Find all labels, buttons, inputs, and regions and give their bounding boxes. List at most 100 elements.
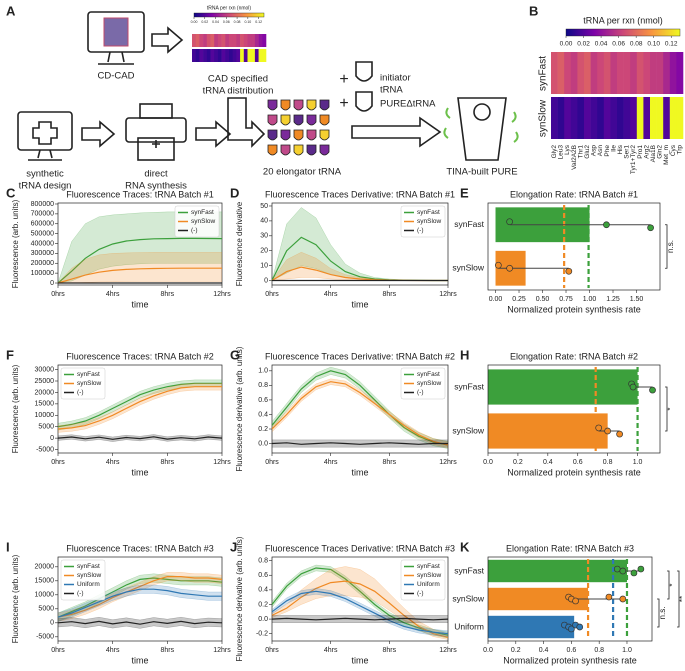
label: 20 elongator tRNA — [263, 167, 342, 178]
y-tick-label: 10000 — [35, 592, 55, 599]
heat-cell — [225, 49, 230, 62]
heat-cell — [243, 34, 248, 47]
y-tick-label: 20000 — [35, 564, 55, 571]
y-tick-label: 5000 — [38, 424, 54, 431]
axes-frame — [57, 364, 223, 454]
panel-letter: J — [230, 539, 237, 554]
y-tick-label: 0 — [50, 435, 54, 442]
y-tick-label: 0 — [50, 280, 54, 287]
data-point — [649, 386, 656, 394]
x-tick-label: 4hrs — [324, 647, 338, 654]
band — [58, 379, 222, 431]
heat-cell — [656, 97, 664, 139]
series-line — [57, 267, 222, 284]
x-tick-label: 1.25 — [606, 296, 620, 303]
x-tick-label: 0.2 — [513, 459, 523, 466]
series-line — [57, 386, 222, 430]
heat-cell — [630, 52, 638, 94]
legend-label: (-) — [417, 227, 424, 234]
x-tick-label: 0.00 — [489, 296, 503, 303]
heat-cell — [195, 34, 200, 47]
y-axis-label: Fluorescence (arb. units) — [11, 364, 20, 453]
x-tick-label: 8hrs — [161, 459, 175, 466]
colorbar-tick-label: 0.06 — [223, 20, 230, 24]
legend-label: synFast — [191, 209, 214, 216]
arrow — [195, 120, 232, 148]
series-line — [271, 381, 449, 446]
heat-cell — [676, 52, 684, 94]
x-tick-label: 4hrs — [106, 291, 120, 298]
band — [272, 439, 448, 448]
heat-cell — [636, 52, 644, 94]
heat-cell — [254, 34, 259, 47]
column-label: Pro1 — [637, 145, 644, 159]
data-point — [629, 383, 637, 391]
x-tick-label: 4hrs — [106, 647, 120, 654]
band-edge — [57, 379, 222, 424]
y-tick-label: 0.0 — [258, 616, 268, 623]
monitor-icon — [87, 11, 145, 65]
y-tick-label: synSlow — [452, 425, 485, 435]
band-edge — [57, 252, 222, 284]
band-edge — [271, 594, 449, 637]
label: initiator — [380, 73, 411, 84]
x-axis-label: Normalized protein synthesis rate — [507, 467, 641, 477]
y-axis-label: Fluorescence (arb. units) — [11, 554, 20, 643]
x-tick-label: 12hrs — [213, 647, 231, 654]
colorbar-tick-label: 0.12 — [665, 41, 678, 48]
series-line — [57, 237, 223, 284]
chart-title: Elongation Rate: tRNA Batch #2 — [510, 351, 638, 361]
x-tick-label: 12hrs — [439, 291, 457, 298]
legend-label: synSlow — [191, 218, 216, 225]
panel-letter: I — [6, 539, 10, 554]
tube — [319, 144, 330, 156]
y-tick-label: 10 — [260, 262, 268, 269]
data-point — [506, 264, 513, 272]
x-tick-label: 0.8 — [594, 647, 604, 654]
x-tick-label: 0.8 — [603, 459, 613, 466]
colorbar-tick-label: 0.00 — [560, 41, 573, 48]
x-tick-label: 0.4 — [539, 647, 549, 654]
colorbar-tick-label: 0.02 — [577, 41, 590, 48]
column-label: Met_m — [663, 145, 670, 165]
axes-frame — [57, 202, 223, 286]
tube-icon — [355, 91, 373, 112]
chart-title: Fluorescence Traces: tRNA Batch #2 — [66, 351, 214, 361]
colorbar-tick-label: 0.04 — [212, 20, 219, 24]
y-tick-label: 0.8 — [258, 557, 268, 564]
label: PUREΔtRNA — [380, 99, 436, 110]
y-tick-label: 300000 — [31, 250, 54, 257]
band-edge — [57, 593, 222, 622]
legend-label: synFast — [417, 209, 440, 216]
y-tick-label: Uniform — [454, 621, 484, 631]
x-tick-label: 0.6 — [567, 647, 577, 654]
bar — [488, 615, 575, 639]
x-tick-label: 0hrs — [265, 647, 279, 654]
heat-cell — [203, 49, 208, 62]
column-label: Tyr1+Tyr2 — [630, 145, 637, 174]
series-line — [271, 580, 449, 638]
data-point — [604, 427, 612, 435]
heat-cell — [610, 52, 618, 94]
bar — [488, 587, 589, 611]
tube — [280, 129, 291, 141]
column-label: Trp — [676, 145, 683, 155]
heat-cell — [663, 97, 671, 139]
tube — [267, 114, 278, 126]
heat-cell — [262, 34, 267, 47]
heat-cell — [192, 49, 196, 62]
legend-label: synSlow — [77, 380, 102, 387]
series-line — [271, 567, 449, 636]
legend-label: (-) — [191, 227, 198, 234]
heat-cell — [669, 52, 677, 94]
heat-cell — [643, 52, 651, 94]
heat-cell — [258, 34, 263, 47]
heat-cell — [251, 49, 256, 62]
significance-label: n.s. — [666, 240, 675, 253]
heat-cell — [232, 49, 237, 62]
axes-frame — [487, 556, 653, 642]
series-line — [57, 577, 223, 618]
bar — [488, 559, 627, 583]
y-tick-label: 30000 — [35, 366, 55, 373]
colorbar-tick-label: 0.08 — [630, 41, 643, 48]
